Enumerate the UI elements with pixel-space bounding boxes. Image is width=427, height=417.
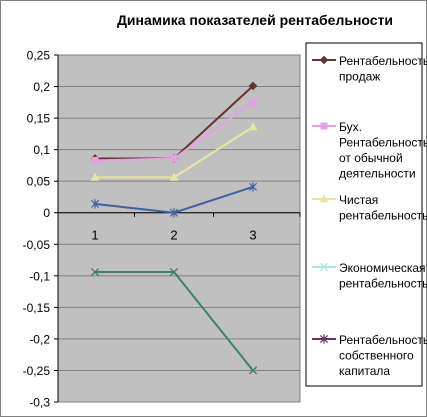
star-marker — [90, 199, 100, 209]
y-tick-label: -0,15 — [23, 301, 51, 315]
legend-label: Чистая рентабельность — [339, 193, 427, 223]
x-marker — [319, 262, 329, 272]
triangle-marker — [169, 172, 179, 181]
chart-title: Динамика показателей рентабельности — [117, 12, 393, 28]
triangle-marker — [248, 122, 258, 131]
triangle-marker — [90, 172, 100, 181]
x-tick-label: 1 — [91, 228, 98, 243]
y-tick-label: -0,05 — [23, 238, 51, 252]
legend-label-line: деятельности — [339, 167, 416, 181]
legend-entry: Рентабельность собственного капитала — [312, 333, 427, 378]
series-4 — [90, 267, 258, 375]
y-tick-label: 0,15 — [27, 112, 51, 126]
legend-label: Бух. Рентабельность от обычной деятельности — [339, 120, 427, 181]
series-lines — [90, 81, 258, 375]
legend-label-line: Чистая — [339, 193, 378, 207]
y-tick-label: 0,2 — [33, 80, 50, 94]
legend-label-line: рентабельность — [339, 277, 427, 291]
x-tick-label: 2 — [170, 228, 177, 243]
triangle-marker — [319, 194, 329, 203]
legend-label-line: от обычной — [339, 151, 403, 165]
star-marker — [248, 182, 258, 192]
diamond-marker — [248, 81, 258, 91]
x-tick-label: 3 — [249, 228, 256, 243]
y-tick-label: 0,05 — [27, 175, 51, 189]
legend-entry: Экономическая рентабельность — [312, 261, 427, 291]
x-marker — [90, 267, 100, 277]
legend-label: Рентабельность собственного капитала — [339, 333, 427, 378]
series-3 — [90, 122, 258, 181]
legend-entry: Чистая рентабельность — [312, 193, 427, 223]
y-tick-label: -0,25 — [23, 364, 51, 378]
diamond-marker — [319, 55, 329, 65]
y-tick-label: -0,1 — [29, 269, 50, 283]
legend-entry: Бух. Рентабельность от обычной деятельности — [312, 120, 427, 181]
plot-area — [57, 54, 301, 403]
y-tick-label: 0,25 — [27, 49, 51, 63]
legend-box — [305, 42, 423, 387]
legend-label-line: собственного — [339, 349, 414, 363]
x-marker — [248, 366, 258, 375]
legend-label-line: Экономическая — [339, 261, 426, 275]
legend-label-line: Рентабельность — [339, 136, 427, 150]
legend-entry: Рентабельность продаж — [312, 54, 427, 84]
legend-label-line: рентабельность — [339, 209, 427, 223]
x-marker — [169, 267, 179, 277]
y-tick-label: -0,2 — [29, 332, 50, 346]
axes: 0,25 0,2 0,15 0,1 0,05 0 -0,05 -0,1 -0,15 -0,2 -0,… — [23, 49, 301, 410]
star-marker — [169, 208, 179, 218]
y-tick-label: 0,1 — [33, 143, 50, 157]
legend-label-line: продаж — [339, 70, 380, 84]
square-marker — [170, 154, 178, 162]
square-marker — [320, 122, 328, 130]
series-2 — [91, 98, 257, 164]
legend-label: Рентабельность продаж — [339, 54, 427, 84]
legend-label-line: Рентабельность — [339, 54, 427, 68]
series-5 — [90, 182, 258, 218]
legend-label-line: Бух. — [339, 120, 362, 134]
square-marker — [91, 156, 99, 164]
y-tick-label: 0 — [43, 206, 50, 220]
legend-label: Экономическая рентабельность — [339, 261, 427, 291]
legend-label-line: капитала — [339, 364, 390, 378]
star-marker — [319, 334, 329, 344]
legend-label-line: Рентабельность — [339, 333, 427, 347]
square-marker — [249, 98, 257, 106]
y-tick-label: -0,3 — [29, 396, 50, 410]
